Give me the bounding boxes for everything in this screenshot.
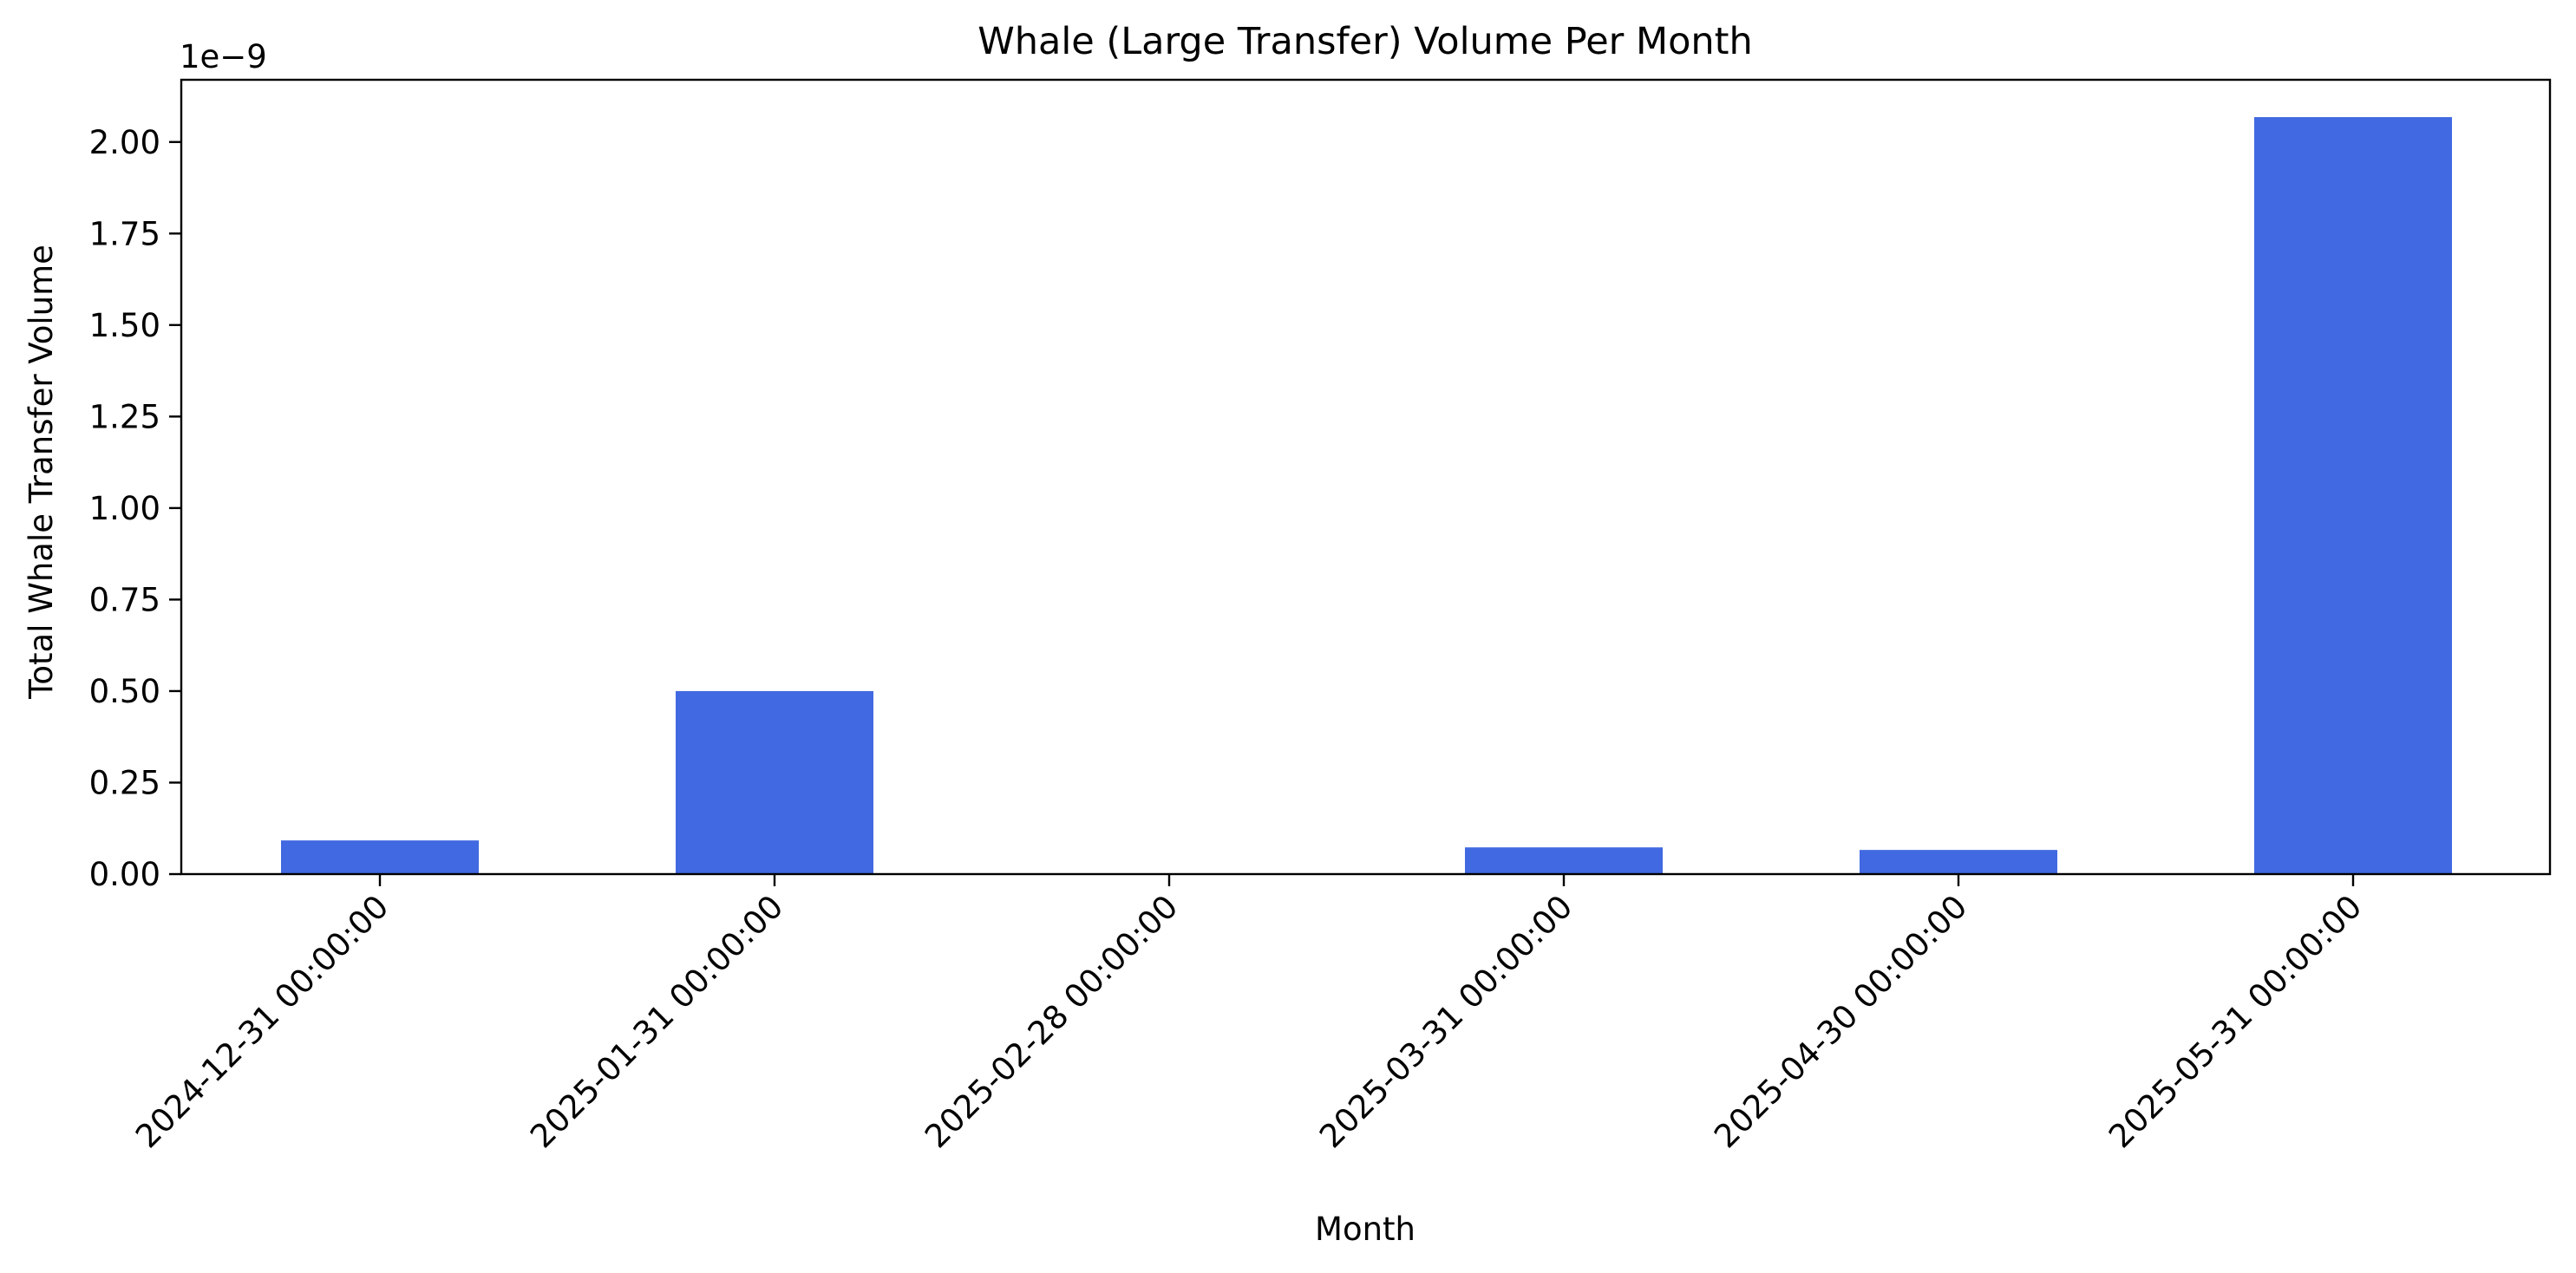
x-ticks-group: 2024-12-31 00:00:00 2025-01-31 00:00:00 20… [128,874,2369,1155]
x-tick-label: 2025-02-28 00:00:00 [918,888,1185,1155]
y-tick-label: 1.25 [89,398,160,435]
bars-group [281,117,2452,875]
y-tick-label: 0.75 [89,581,160,618]
chart-title: Whale (Large Transfer) Volume Per Month [977,20,1753,63]
x-tick-label: 2025-03-31 00:00:00 [1312,888,1579,1155]
y-tick-label: 0.00 [89,856,160,893]
bar-2025-01-31 [676,690,873,874]
y-ticks-group: 0.00 0.25 0.50 0.75 1.00 1.25 1.50 1.75 2.00 [89,124,181,893]
y-axis-label: Total Whale Transfer Volume [23,245,60,700]
x-tick-label: 2025-04-30 00:00:00 [1707,888,1974,1155]
x-tick-label: 2025-05-31 00:00:00 [2102,888,2369,1155]
bar-2025-05-31 [2254,117,2452,875]
plot-frame [180,78,2552,876]
x-tick-label: 2025-01-31 00:00:00 [523,888,790,1155]
y-axis-offset-label: 1e−9 [180,38,267,75]
y-tick-label: 1.50 [89,307,160,344]
x-tick-label: 2024-12-31 00:00:00 [128,888,396,1155]
bar-2025-03-31 [1465,847,1663,874]
y-tick-label: 0.25 [89,764,160,801]
x-axis-label: Month [1315,1211,1415,1248]
bar-2025-04-30 [1860,850,2057,874]
y-tick-label: 2.00 [89,124,160,161]
y-tick-label: 1.00 [89,490,160,527]
bar-2024-12-31 [281,840,479,874]
y-tick-label: 0.50 [89,673,160,710]
y-tick-label: 1.75 [89,215,160,252]
